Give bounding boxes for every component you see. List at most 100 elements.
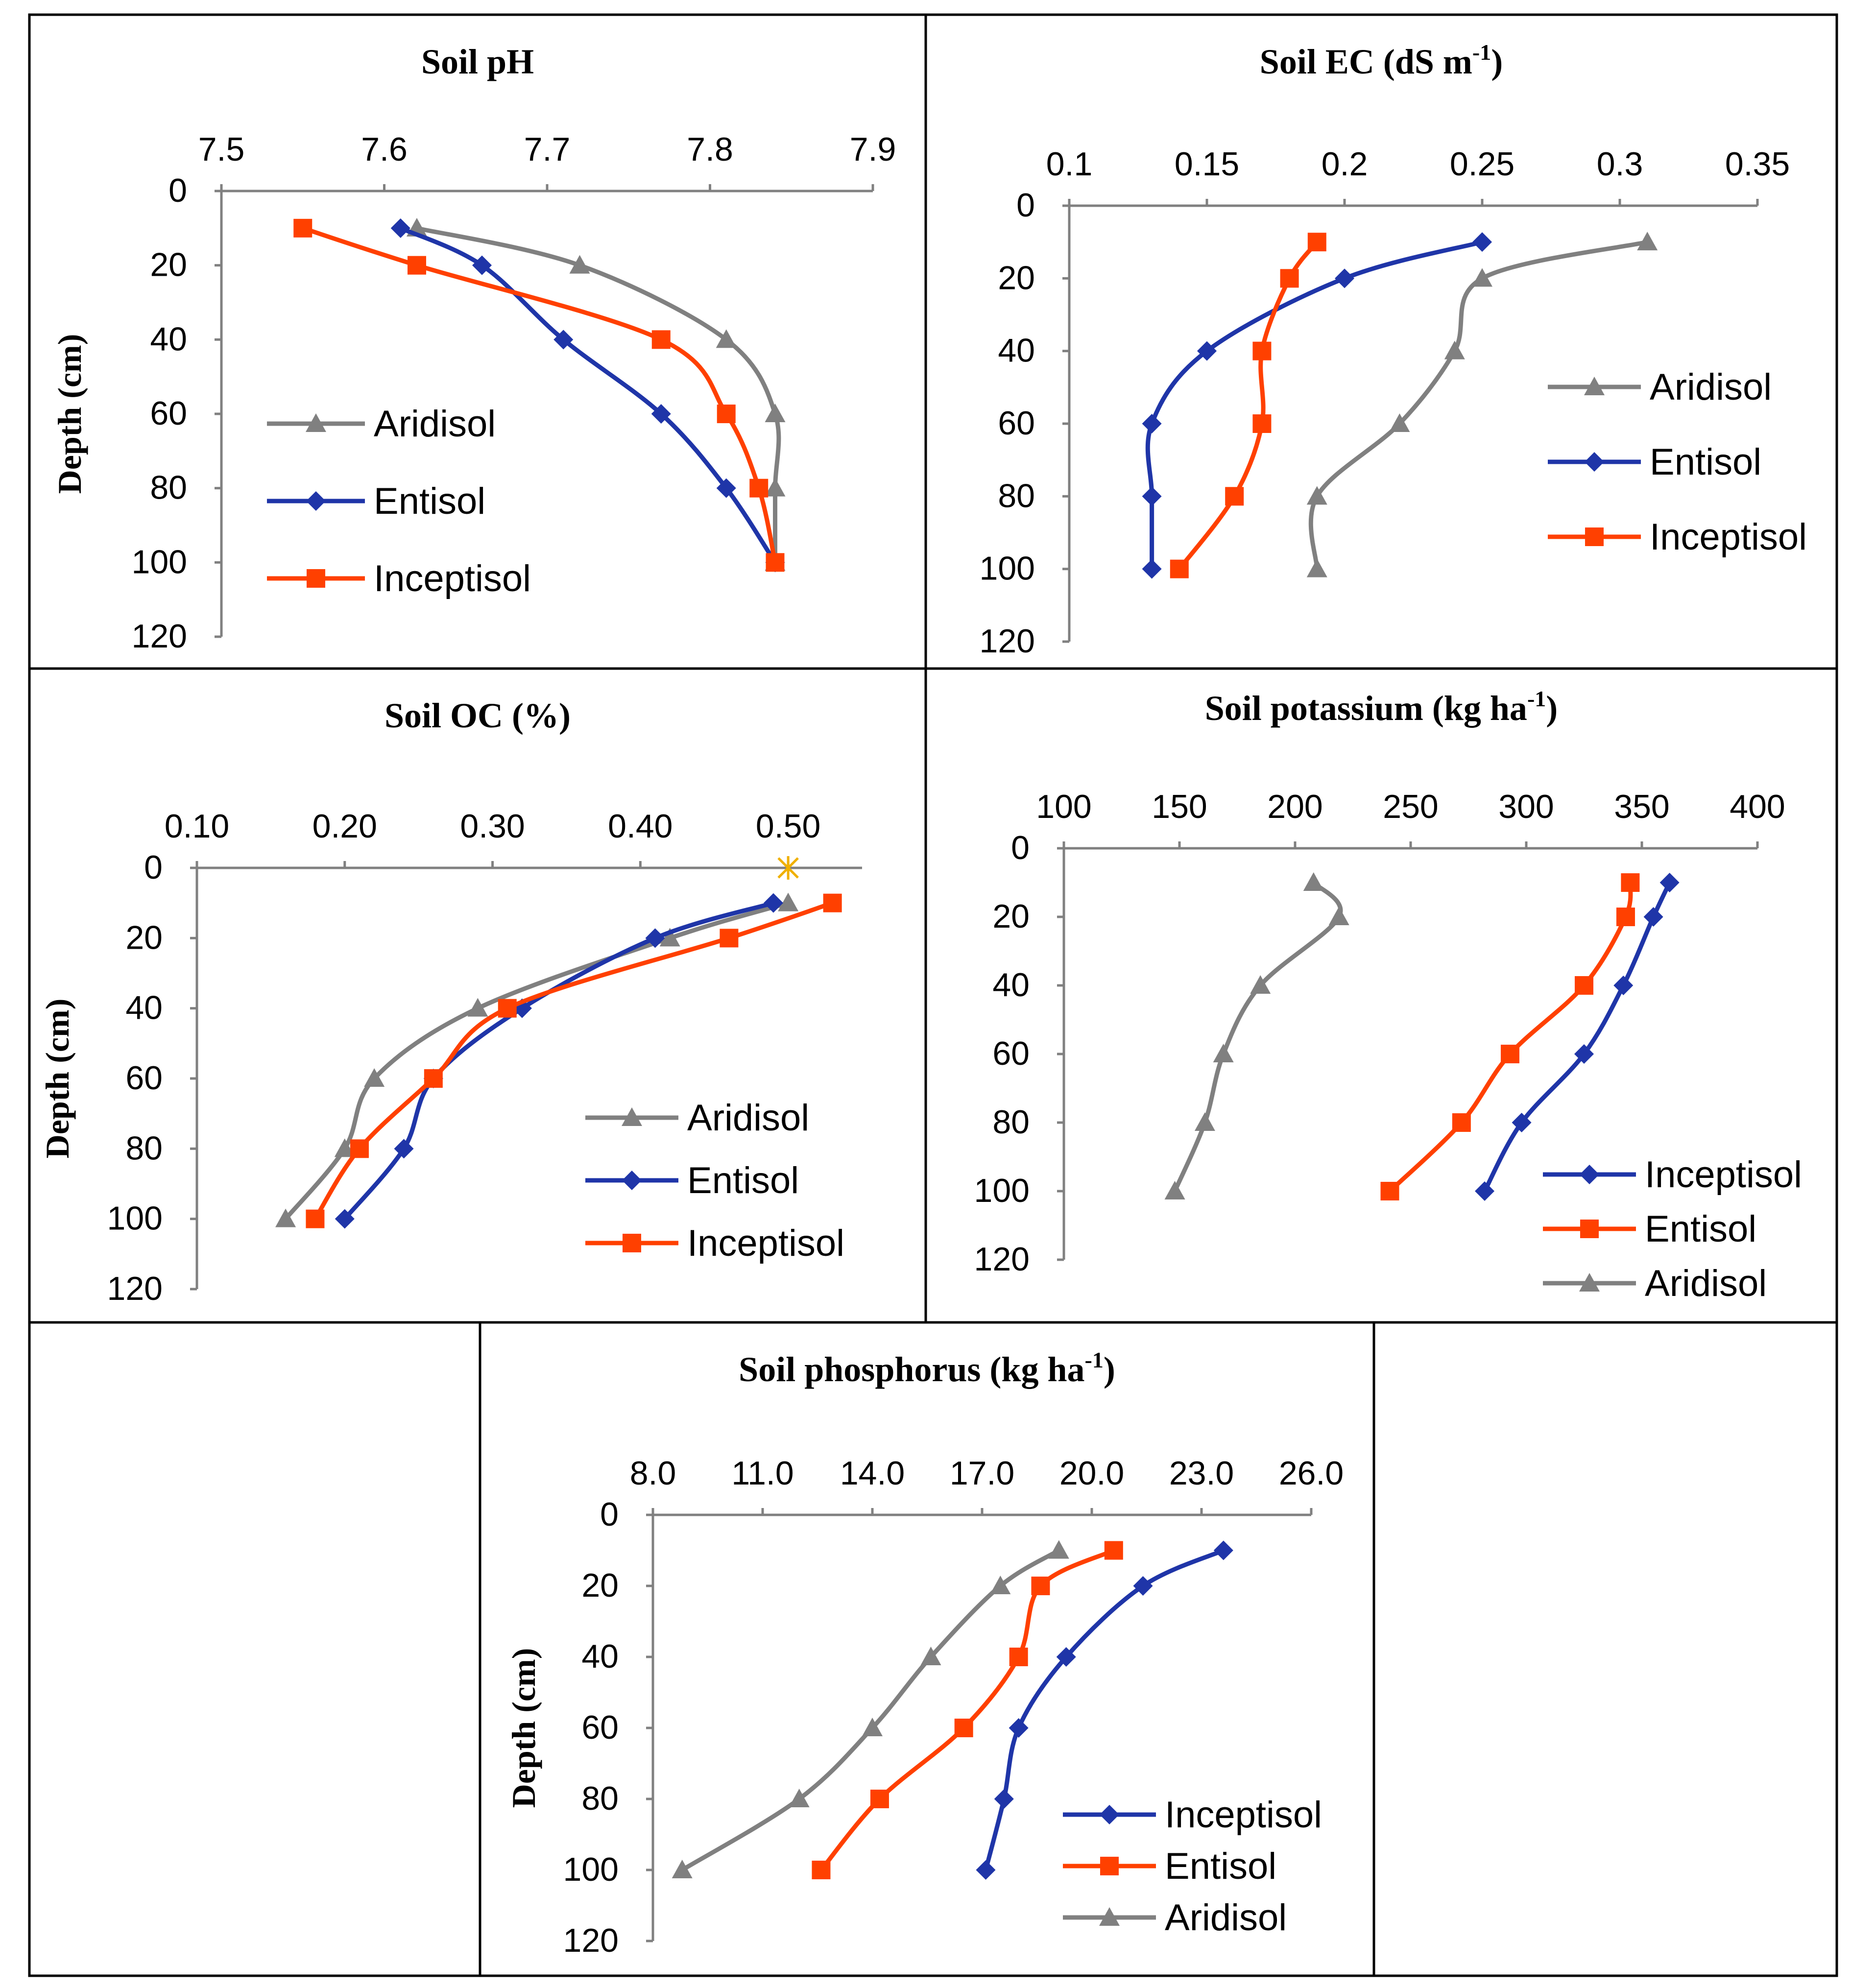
y-tick-label: 20 — [581, 1567, 619, 1604]
series-entisol — [812, 1541, 1123, 1879]
legend-marker — [1100, 1857, 1119, 1875]
legend-label-inceptisol: Inceptisol — [1165, 1794, 1322, 1836]
legend-marker — [307, 569, 325, 588]
data-point — [1197, 341, 1217, 361]
chart-panel-soil-phosphorus-kg-ha: Soil phosphorus (kg ha-1) 8.0 11.0 14.0 17.0… — [479, 1321, 1375, 1977]
data-point — [1307, 233, 1326, 252]
data-point — [1472, 232, 1492, 252]
legend-marker — [306, 491, 326, 511]
data-point — [1170, 559, 1189, 578]
x-tick-label: 0.35 — [1725, 145, 1790, 183]
x-tick-label: 20.0 — [1059, 1455, 1124, 1492]
data-point — [990, 1576, 1011, 1594]
x-tick-label: 250 — [1383, 788, 1438, 825]
data-point — [1280, 269, 1299, 288]
data-point — [1104, 1541, 1123, 1560]
y-tick-label: 20 — [125, 919, 163, 956]
legend-label-inceptisol: Inceptisol — [374, 558, 531, 599]
legend: Aridisol Entisol Inceptisol — [585, 1097, 844, 1264]
legend-marker — [1579, 1273, 1600, 1292]
y-tick-label: 40 — [125, 989, 163, 1027]
y-tick-label: 100 — [107, 1200, 163, 1237]
series-entisol — [1142, 232, 1492, 579]
data-point — [659, 928, 680, 947]
data-point — [1142, 486, 1162, 506]
y-tick-label: 60 — [581, 1709, 619, 1746]
data-point — [976, 1860, 996, 1880]
y-tick-label: 40 — [581, 1638, 619, 1675]
legend-marker — [622, 1107, 642, 1126]
data-point — [1142, 414, 1162, 433]
y-tick-label: 0 — [1016, 187, 1035, 224]
extra-data-point — [777, 856, 799, 880]
legend-label-aridisol: Aridisol — [374, 403, 496, 445]
data-point — [1048, 1540, 1069, 1559]
data-point — [1621, 873, 1640, 892]
figure-frame — [28, 13, 1838, 1977]
y-tick-label: 120 — [980, 623, 1035, 660]
y-tick-label: 40 — [992, 966, 1030, 1004]
legend-label-entisol: Entisol — [1650, 441, 1761, 483]
data-point — [1444, 340, 1465, 359]
data-point — [778, 892, 799, 911]
data-point — [1164, 1181, 1185, 1199]
x-tick-label: 0.1 — [1046, 145, 1093, 183]
chart-title: Soil phosphorus (kg ha-1) — [739, 1347, 1115, 1389]
y-tick-label: 80 — [998, 477, 1035, 514]
data-point — [1643, 907, 1663, 927]
data-point — [364, 1068, 385, 1087]
legend-label-entisol: Entisol — [1645, 1208, 1756, 1250]
data-point — [1452, 1113, 1471, 1132]
x-tick-label: 0.20 — [313, 808, 377, 845]
data-point — [1194, 1112, 1215, 1131]
data-point — [1659, 873, 1680, 892]
data-point — [823, 893, 842, 912]
x-tick-label: 0.15 — [1175, 145, 1239, 183]
x-tick-label: 17.0 — [950, 1455, 1014, 1492]
data-point — [1574, 1044, 1594, 1064]
chart-panel-soil-ec-ds-m: Soil EC (dS m-1) 0.1 0.15 0.2 0.25 0.3 0.35 0 20… — [924, 13, 1838, 670]
legend-marker — [306, 413, 326, 432]
data-point — [651, 330, 671, 349]
data-point — [1225, 487, 1244, 506]
data-point — [1637, 232, 1658, 251]
x-tick-label: 0.2 — [1322, 145, 1368, 183]
y-tick-label: 0 — [600, 1496, 619, 1533]
data-point — [1031, 1577, 1050, 1595]
chart-title: Soil EC (dS m-1) — [1260, 40, 1503, 81]
y-tick-label: 100 — [563, 1851, 619, 1888]
legend-label-inceptisol: Inceptisol — [1645, 1154, 1802, 1196]
legend-label-inceptisol: Inceptisol — [1650, 516, 1807, 558]
data-point — [1056, 1647, 1076, 1667]
y-tick-label: 100 — [132, 543, 187, 580]
chart-panel-soil-oc: Soil OC (%) 0.10 0.20 0.30 0.40 0.50 0 20 40 60 80… — [28, 667, 927, 1324]
y-tick-label: 100 — [980, 550, 1035, 587]
data-point — [1472, 268, 1492, 287]
legend-label-inceptisol: Inceptisol — [687, 1222, 844, 1264]
chart-panel-soil-potassium-kg-ha: Soil potassium (kg ha-1)100 150 200 250 300 3… — [924, 667, 1838, 1324]
data-point — [954, 1719, 973, 1737]
data-point — [1306, 486, 1327, 505]
y-tick-label: 80 — [150, 469, 187, 506]
data-point — [1613, 976, 1634, 995]
data-point — [1250, 975, 1271, 994]
x-tick-label: 0.25 — [1450, 145, 1514, 183]
data-point — [275, 1208, 296, 1227]
data-point — [789, 1789, 810, 1807]
data-point — [569, 255, 590, 274]
legend-marker — [1580, 1220, 1599, 1238]
y-tick-label: 20 — [998, 259, 1035, 296]
y-tick-label: 60 — [998, 405, 1035, 442]
data-point — [1575, 976, 1593, 995]
legend-marker — [1585, 452, 1604, 472]
data-point — [716, 478, 736, 498]
data-point — [720, 929, 739, 948]
data-point — [394, 1139, 414, 1159]
y-tick-label: 0 — [144, 849, 163, 886]
legend-label-aridisol: Aridisol — [1165, 1897, 1287, 1939]
x-tick-label: 7.7 — [524, 131, 571, 168]
data-point — [645, 928, 665, 948]
legend-label-entisol: Entisol — [687, 1160, 799, 1201]
legend: Inceptisol Entisol Aridisol — [1063, 1794, 1322, 1939]
